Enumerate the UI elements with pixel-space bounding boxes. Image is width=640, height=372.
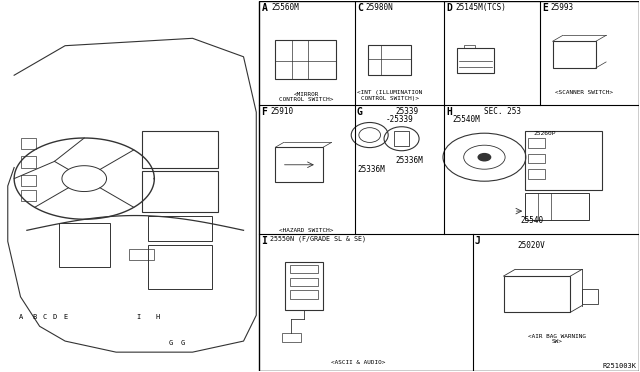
Text: A: A bbox=[19, 314, 22, 320]
Text: D: D bbox=[52, 314, 57, 320]
Text: G: G bbox=[357, 107, 363, 116]
Text: E: E bbox=[541, 3, 548, 13]
Text: 25980N: 25980N bbox=[366, 3, 394, 12]
Bar bbox=[282, 333, 301, 342]
Bar bbox=[290, 264, 318, 273]
Text: H: H bbox=[446, 107, 452, 116]
Bar bbox=[20, 157, 36, 167]
Text: <MIRROR
CONTROL SWITCH>: <MIRROR CONTROL SWITCH> bbox=[279, 92, 333, 102]
Text: D: D bbox=[446, 3, 452, 13]
Text: -25339: -25339 bbox=[386, 115, 413, 124]
Bar bbox=[504, 276, 570, 312]
Text: 25910: 25910 bbox=[270, 107, 293, 116]
Bar bbox=[275, 40, 336, 79]
Bar bbox=[394, 131, 409, 146]
Bar bbox=[141, 131, 218, 167]
Text: 25336M: 25336M bbox=[357, 164, 385, 174]
Bar bbox=[525, 131, 602, 190]
Bar bbox=[457, 48, 494, 73]
Bar bbox=[529, 138, 545, 148]
Text: 25336M: 25336M bbox=[395, 156, 423, 165]
Text: G: G bbox=[168, 340, 172, 346]
Text: 25339: 25339 bbox=[395, 107, 419, 116]
Text: 25560M: 25560M bbox=[271, 3, 300, 12]
Bar bbox=[148, 245, 212, 289]
Bar bbox=[148, 215, 212, 241]
Text: I: I bbox=[136, 314, 141, 320]
Text: R251003K: R251003K bbox=[603, 363, 637, 369]
Text: <ASCII & AUDIO>: <ASCII & AUDIO> bbox=[331, 359, 385, 365]
Bar bbox=[552, 41, 596, 68]
Bar bbox=[290, 291, 318, 299]
Text: E: E bbox=[63, 314, 67, 320]
Bar bbox=[290, 278, 318, 286]
Text: 25020V: 25020V bbox=[518, 241, 545, 250]
Bar bbox=[275, 147, 323, 182]
Text: <INT (ILLUMINATION
CONTROL SWITCH)>: <INT (ILLUMINATION CONTROL SWITCH)> bbox=[358, 90, 422, 100]
Text: <HAZARD SWITCH>: <HAZARD SWITCH> bbox=[279, 228, 333, 234]
Bar bbox=[20, 138, 36, 149]
Bar bbox=[368, 45, 411, 75]
Circle shape bbox=[478, 154, 491, 161]
Text: A: A bbox=[261, 3, 268, 13]
Text: H: H bbox=[156, 314, 159, 320]
Text: C: C bbox=[43, 314, 47, 320]
Bar bbox=[582, 289, 598, 304]
Bar bbox=[285, 262, 323, 310]
Bar bbox=[464, 45, 476, 48]
Text: <SCANNER SWITCH>: <SCANNER SWITCH> bbox=[556, 90, 614, 95]
Text: 25540M: 25540M bbox=[452, 115, 480, 124]
Text: 25550N (F/GRADE SL & SE): 25550N (F/GRADE SL & SE) bbox=[270, 236, 366, 242]
Text: 25993: 25993 bbox=[550, 3, 574, 12]
Text: 25540: 25540 bbox=[521, 216, 544, 225]
Bar bbox=[129, 249, 154, 260]
Text: <AIR BAG WARNING
SW>: <AIR BAG WARNING SW> bbox=[528, 334, 586, 344]
Bar bbox=[525, 193, 589, 220]
Text: 25260P: 25260P bbox=[534, 131, 556, 137]
Text: J: J bbox=[475, 236, 481, 246]
Bar bbox=[59, 223, 109, 267]
Bar bbox=[529, 154, 545, 163]
Bar bbox=[20, 175, 36, 186]
Bar bbox=[141, 171, 218, 212]
Bar bbox=[20, 190, 36, 201]
Text: 25145M(TCS): 25145M(TCS) bbox=[455, 3, 506, 12]
Bar bbox=[529, 169, 545, 179]
Text: SEC. 253: SEC. 253 bbox=[484, 107, 522, 116]
Text: I: I bbox=[261, 236, 268, 246]
Text: C: C bbox=[357, 3, 363, 13]
Text: B: B bbox=[33, 314, 36, 320]
Bar bbox=[259, 1, 639, 371]
Text: F: F bbox=[261, 107, 268, 116]
Text: G: G bbox=[181, 340, 185, 346]
